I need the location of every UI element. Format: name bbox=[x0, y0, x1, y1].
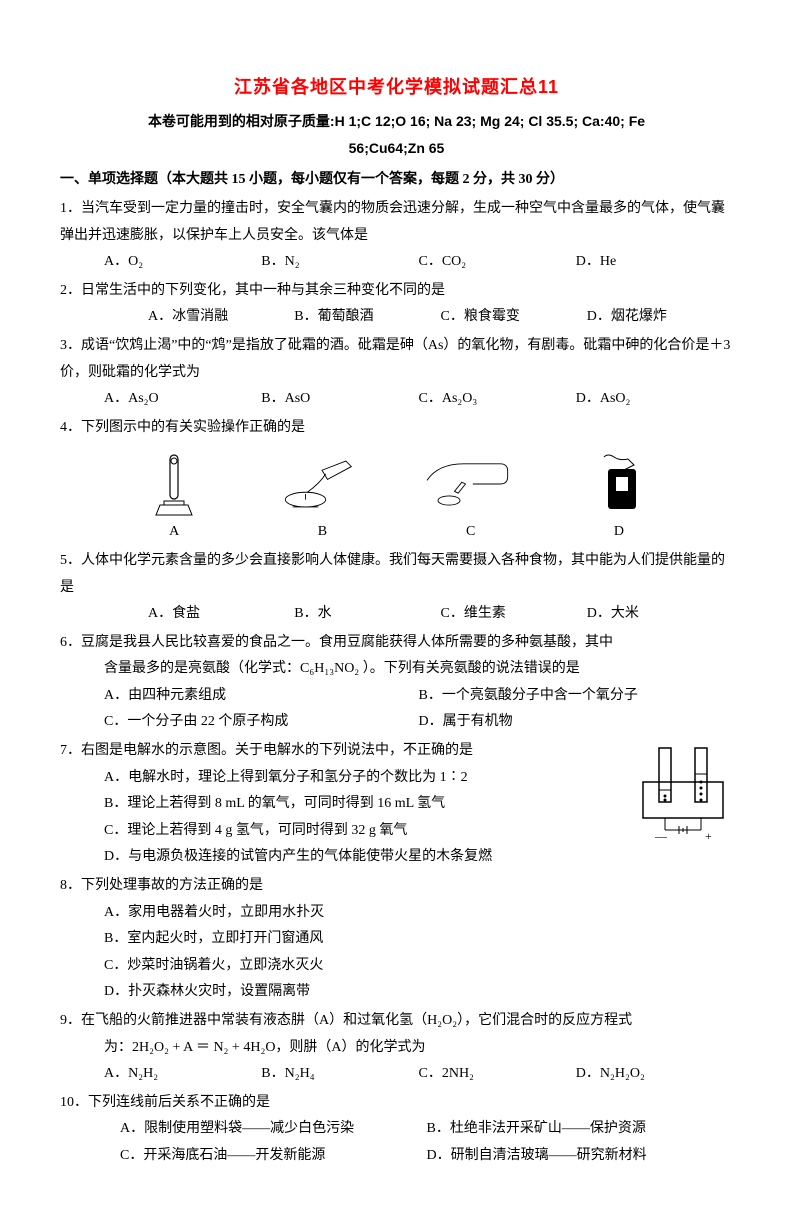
q7-opt-a: A．电解水时，理论上得到氧分子和氢分子的个数比为 1∶2 bbox=[60, 765, 625, 792]
q4-fig-b bbox=[267, 449, 377, 519]
q9-stem2: 为：2H₂O₂ + A ＝ N₂ + 4H₂O，则肼（A）的化学式为 bbox=[60, 1035, 733, 1062]
q3-stem: 3．成语“饮鸩止渴”中的“鸩”是指放了砒霜的酒。砒霜是砷（As）的氧化物，有剧毒… bbox=[60, 333, 733, 386]
q3-options: A．As₂O B．AsO C．As₂O₃ D．AsO₂ bbox=[60, 386, 733, 413]
q5-opt-b: B．水 bbox=[294, 601, 440, 628]
q4-fig-d bbox=[564, 449, 674, 519]
q6-options: A．由四种元素组成 B．一个亮氨酸分子中含一个氧分子 C．一个分子由 22 个原… bbox=[60, 683, 733, 736]
electrolysis-icon: — + bbox=[633, 742, 733, 842]
question-10: 10．下列连线前后关系不正确的是 A．限制使用塑料袋——减少白色污染 B．杜绝非… bbox=[60, 1090, 733, 1170]
svg-text:+: + bbox=[705, 829, 712, 842]
q7-figure: — + bbox=[633, 742, 733, 842]
question-3: 3．成语“饮鸩止渴”中的“鸩”是指放了砒霜的酒。砒霜是砷（As）的氧化物，有剧毒… bbox=[60, 333, 733, 413]
doc-subtitle-2: 56;Cu64;Zn 65 bbox=[60, 135, 733, 162]
q7-opt-c: C．理论上若得到 4 g 氢气，可同时得到 32 g 氧气 bbox=[60, 818, 625, 845]
q4-stem: 4．下列图示中的有关实验操作正确的是 bbox=[60, 415, 733, 442]
q4-fig-c bbox=[416, 449, 526, 519]
test-tube-icon bbox=[154, 451, 194, 517]
q1-opt-d: D．He bbox=[576, 249, 733, 276]
q7-opt-d: D．与电源负极连接的试管内产生的气体能使带火星的木条复燃 bbox=[60, 844, 625, 871]
question-1: 1．当汽车受到一定力量的撞击时，安全气囊内的物质会迅速分解，生成一种空气中含量最… bbox=[60, 196, 733, 276]
question-4: 4．下列图示中的有关实验操作正确的是 bbox=[60, 415, 733, 546]
q1-opt-a: A．O₂ bbox=[104, 249, 261, 276]
q9-opt-c: C．2NH₂ bbox=[419, 1061, 576, 1088]
q1-opt-c: C．CO₂ bbox=[419, 249, 576, 276]
q9-opt-d: D．N₂H₂O₂ bbox=[576, 1061, 733, 1088]
q4-label-d: D bbox=[545, 519, 693, 546]
doc-title: 江苏省各地区中考化学模拟试题汇总11 bbox=[60, 70, 733, 104]
q5-options: A．食盐 B．水 C．维生素 D．大米 bbox=[60, 601, 733, 628]
q5-opt-a: A．食盐 bbox=[148, 601, 294, 628]
bottle-hand-icon bbox=[584, 451, 654, 517]
q10-opt-a: A．限制使用塑料袋——减少白色污染 bbox=[120, 1116, 427, 1143]
dropper-icon bbox=[416, 454, 526, 514]
question-8: 8．下列处理事故的方法正确的是 A．家用电器着火时，立即用水扑灭 B．室内起火时… bbox=[60, 873, 733, 1006]
q3-opt-a: A．As₂O bbox=[104, 386, 261, 413]
q4-fig-a bbox=[119, 449, 229, 519]
q6-opt-a: A．由四种元素组成 bbox=[104, 683, 419, 710]
q9-opt-b: B．N₂H₄ bbox=[261, 1061, 418, 1088]
q8-opt-a: A．家用电器着火时，立即用水扑灭 bbox=[60, 900, 733, 927]
question-5: 5．人体中化学元素含量的多少会直接影响人体健康。我们每天需要摄入各种食物，其中能… bbox=[60, 548, 733, 628]
q5-stem: 5．人体中化学元素含量的多少会直接影响人体健康。我们每天需要摄入各种食物，其中能… bbox=[60, 548, 733, 601]
q1-stem: 1．当汽车受到一定力量的撞击时，安全气囊内的物质会迅速分解，生成一种空气中含量最… bbox=[60, 196, 733, 249]
q8-opt-c: C．炒菜时油锅着火，立即浇水灭火 bbox=[60, 953, 733, 980]
q2-options: A．冰雪消融 B．葡萄酿酒 C．粮食霉变 D．烟花爆炸 bbox=[60, 304, 733, 331]
q10-stem: 10．下列连线前后关系不正确的是 bbox=[60, 1090, 733, 1117]
question-6: 6．豆腐是我县人民比较喜爱的食品之一。食用豆腐能获得人体所需要的多种氨基酸，其中… bbox=[60, 630, 733, 736]
q2-opt-b: B．葡萄酿酒 bbox=[294, 304, 440, 331]
q2-stem: 2．日常生活中的下列变化，其中一种与其余三种变化不同的是 bbox=[60, 278, 733, 305]
q1-options: A．O₂ B．N₂ C．CO₂ D．He bbox=[60, 249, 733, 276]
pouring-icon bbox=[267, 451, 377, 517]
q8-stem: 8．下列处理事故的方法正确的是 bbox=[60, 873, 733, 900]
q5-opt-d: D．大米 bbox=[587, 601, 733, 628]
q4-label-a: A bbox=[100, 519, 248, 546]
q3-opt-d: D．AsO₂ bbox=[576, 386, 733, 413]
q4-labels: A B C D bbox=[100, 519, 693, 546]
question-9: 9．在飞船的火箭推进器中常装有液态肼（A）和过氧化氢（H₂O₂），它们混合时的反… bbox=[60, 1008, 733, 1088]
q8-opt-d: D．扑灭森林火灾时，设置隔离带 bbox=[60, 979, 733, 1006]
q10-opt-c: C．开采海底石油——开发新能源 bbox=[120, 1143, 427, 1170]
q4-label-c: C bbox=[397, 519, 545, 546]
section-1-header: 一、单项选择题（本大题共 15 小题，每小题仅有一个答案，每题 2 分，共 30… bbox=[60, 167, 733, 194]
question-7: 7．右图是电解水的示意图。关于电解水的下列说法中，不正确的是 A．电解水时，理论… bbox=[60, 738, 733, 871]
q6-stem2: 含量最多的是亮氨酸（化学式：C₆H₁₃NO₂ ）。下列有关亮氨酸的说法错误的是 bbox=[60, 656, 733, 683]
q2-opt-c: C．粮食霉变 bbox=[441, 304, 587, 331]
q6-opt-d: D．属于有机物 bbox=[419, 709, 734, 736]
q10-options: A．限制使用塑料袋——减少白色污染 B．杜绝非法开采矿山——保护资源 C．开采海… bbox=[60, 1116, 733, 1169]
q2-opt-d: D．烟花爆炸 bbox=[587, 304, 733, 331]
svg-text:—: — bbox=[654, 829, 668, 842]
question-2: 2．日常生活中的下列变化，其中一种与其余三种变化不同的是 A．冰雪消融 B．葡萄… bbox=[60, 278, 733, 331]
q3-opt-c: C．As₂O₃ bbox=[419, 386, 576, 413]
q3-opt-b: B．AsO bbox=[261, 386, 418, 413]
doc-subtitle-1: 本卷可能用到的相对原子质量:H 1;C 12;O 16; Na 23; Mg 2… bbox=[60, 108, 733, 135]
q7-stem: 7．右图是电解水的示意图。关于电解水的下列说法中，不正确的是 bbox=[60, 738, 625, 765]
page: 江苏省各地区中考化学模拟试题汇总11 本卷可能用到的相对原子质量:H 1;C 1… bbox=[0, 0, 793, 1210]
q6-stem1: 6．豆腐是我县人民比较喜爱的食品之一。食用豆腐能获得人体所需要的多种氨基酸，其中 bbox=[60, 630, 733, 657]
q5-opt-c: C．维生素 bbox=[441, 601, 587, 628]
q6-opt-b: B．一个亮氨酸分子中含一个氧分子 bbox=[419, 683, 734, 710]
q7-text: 7．右图是电解水的示意图。关于电解水的下列说法中，不正确的是 A．电解水时，理论… bbox=[60, 738, 625, 871]
q9-opt-a: A．N₂H₂ bbox=[104, 1061, 261, 1088]
q6-opt-c: C．一个分子由 22 个原子构成 bbox=[104, 709, 419, 736]
q2-opt-a: A．冰雪消融 bbox=[148, 304, 294, 331]
q10-opt-d: D．研制自清洁玻璃——研究新材料 bbox=[427, 1143, 734, 1170]
q1-opt-b: B．N₂ bbox=[261, 249, 418, 276]
q4-figures bbox=[100, 445, 693, 519]
q7-opt-b: B．理论上若得到 8 mL 的氧气，可同时得到 16 mL 氢气 bbox=[60, 791, 625, 818]
q9-stem1: 9．在飞船的火箭推进器中常装有液态肼（A）和过氧化氢（H₂O₂），它们混合时的反… bbox=[60, 1008, 733, 1035]
q8-opt-b: B．室内起火时，立即打开门窗通风 bbox=[60, 926, 733, 953]
q4-label-b: B bbox=[248, 519, 396, 546]
q10-opt-b: B．杜绝非法开采矿山——保护资源 bbox=[427, 1116, 734, 1143]
q9-options: A．N₂H₂ B．N₂H₄ C．2NH₂ D．N₂H₂O₂ bbox=[60, 1061, 733, 1088]
